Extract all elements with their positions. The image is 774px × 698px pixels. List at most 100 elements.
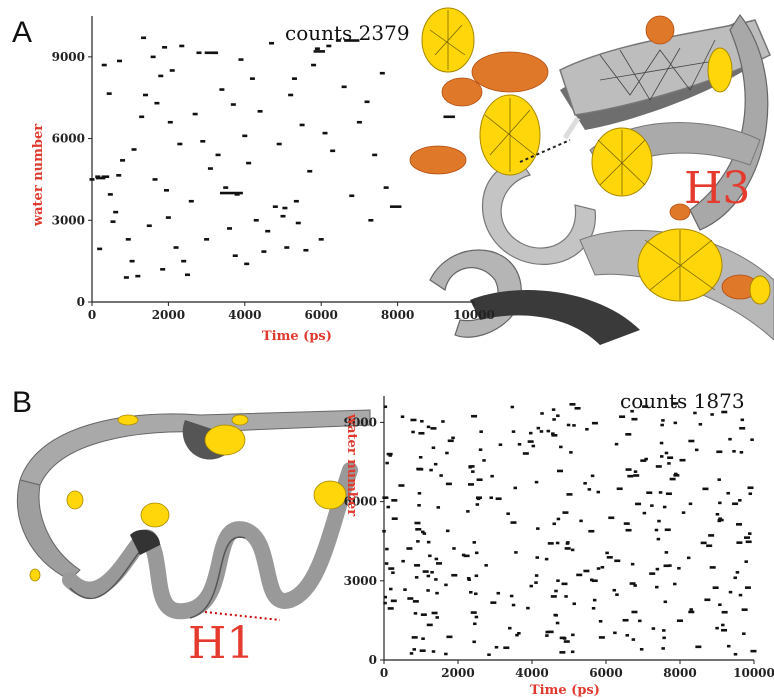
- data-point: [426, 589, 430, 592]
- data-point: [411, 430, 415, 434]
- data-point: [662, 629, 666, 632]
- data-point: [674, 472, 678, 476]
- data-point: [744, 536, 751, 539]
- data-segment: [101, 175, 110, 179]
- data-point: [656, 537, 661, 541]
- data-point: [655, 585, 659, 589]
- data-point: [330, 149, 336, 153]
- orange-densities: [409, 15, 759, 300]
- data-point: [561, 582, 568, 586]
- data-point: [383, 601, 387, 605]
- data-point: [709, 566, 716, 569]
- data-point: [384, 562, 389, 565]
- data-point: [739, 450, 744, 454]
- data-point: [708, 534, 715, 537]
- data-point: [280, 214, 286, 218]
- data-point: [555, 621, 560, 625]
- data-point: [188, 199, 194, 203]
- data-point: [631, 417, 638, 421]
- data-point: [388, 454, 392, 457]
- data-point: [391, 499, 398, 502]
- data-point: [508, 626, 512, 630]
- data-point: [490, 601, 497, 604]
- data-point: [412, 648, 417, 651]
- data-point: [596, 490, 601, 494]
- x-tick-label: 10000: [733, 666, 774, 680]
- data-point: [417, 492, 422, 495]
- data-point: [672, 402, 679, 405]
- data-point: [429, 468, 433, 472]
- data-point: [736, 523, 743, 526]
- data-point: [196, 51, 202, 55]
- data-point: [426, 574, 431, 578]
- data-point: [135, 274, 141, 278]
- data-point: [163, 189, 169, 192]
- data-point: [748, 492, 753, 496]
- data-point: [445, 482, 452, 486]
- data-point: [200, 139, 206, 143]
- data-point: [640, 459, 647, 462]
- data-point: [717, 478, 721, 481]
- data-point: [721, 628, 728, 632]
- x-tick-label: 6000: [589, 666, 622, 680]
- data-point: [658, 491, 663, 494]
- data-point: [629, 582, 636, 585]
- data-point: [291, 77, 297, 80]
- data-point: [545, 630, 549, 634]
- data-point: [627, 474, 634, 478]
- data-point: [572, 424, 576, 427]
- data-segment: [204, 51, 219, 55]
- x-tick-label: 10000: [453, 308, 495, 322]
- data-point: [406, 547, 413, 550]
- data-point: [418, 431, 425, 435]
- data-point: [431, 611, 438, 615]
- data-point: [496, 591, 501, 595]
- data-point: [444, 652, 448, 656]
- helix-ribbon-loop: [481, 159, 596, 265]
- data-point: [207, 167, 213, 170]
- data-point: [718, 501, 722, 505]
- data-point: [494, 645, 499, 649]
- data-point: [534, 574, 539, 577]
- data-point: [511, 430, 516, 433]
- data-point: [386, 452, 393, 456]
- data-point: [434, 557, 439, 561]
- data-point: [509, 594, 514, 598]
- helix-ribbon-wrap: [689, 13, 769, 231]
- data-point: [150, 55, 156, 59]
- data-point: [551, 408, 556, 411]
- data-point: [694, 448, 699, 452]
- data-point: [655, 465, 662, 468]
- data-point: [398, 484, 405, 487]
- data-point: [335, 39, 341, 42]
- data-point: [474, 574, 479, 578]
- data-point: [230, 103, 236, 106]
- a-counts-annotation: counts 2379: [285, 21, 410, 45]
- data-point: [612, 588, 617, 592]
- data-point: [468, 465, 472, 469]
- data-point: [498, 443, 503, 446]
- data-point: [435, 616, 439, 619]
- data-point: [718, 517, 722, 521]
- data-point: [418, 455, 423, 459]
- data-point: [547, 630, 554, 634]
- data-point: [531, 444, 536, 448]
- data-point: [534, 480, 539, 484]
- data-point: [433, 462, 438, 466]
- panel-b-molecule-illustration: H1: [16, 409, 371, 669]
- panel-b-chart: 0 2000 4000 6000 8000 10000 0 3000 6000 9000 Tim…: [344, 389, 774, 698]
- data-point: [551, 434, 558, 437]
- helix-b-top-band: [19, 409, 371, 486]
- data-point: [728, 590, 733, 594]
- data-point: [385, 547, 389, 551]
- data-point: [428, 554, 432, 558]
- data-point: [590, 474, 595, 478]
- data-point: [511, 603, 516, 607]
- a-ylabel: water number: [31, 124, 46, 227]
- data-point: [664, 551, 669, 554]
- data-point: [677, 566, 681, 570]
- data-point: [152, 178, 158, 181]
- data-point: [748, 532, 752, 535]
- data-point: [514, 551, 518, 554]
- data-point: [616, 487, 623, 491]
